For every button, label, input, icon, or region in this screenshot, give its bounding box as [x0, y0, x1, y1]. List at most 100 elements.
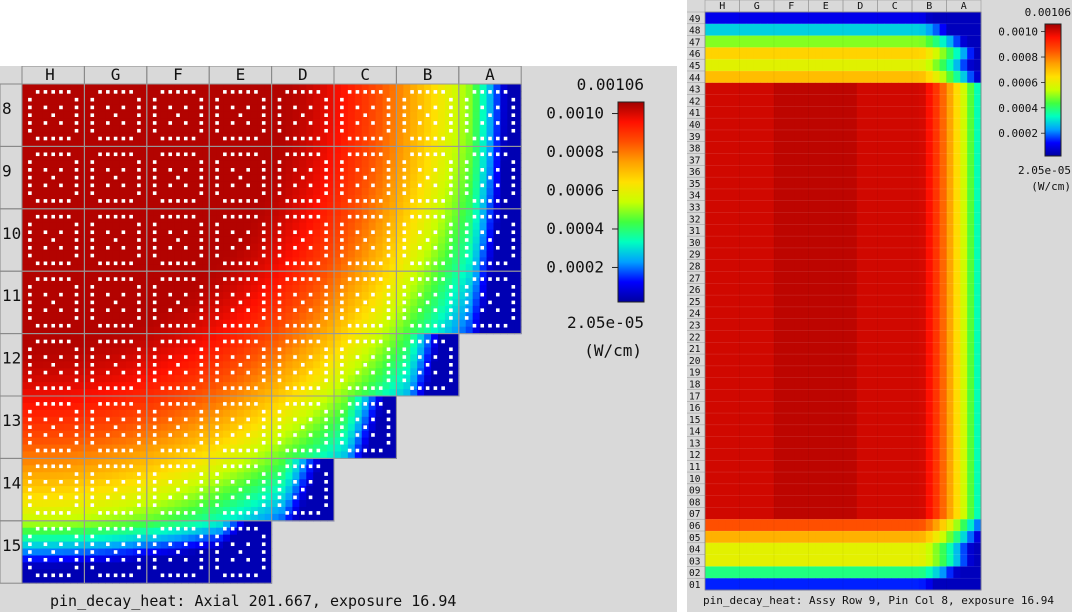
heat-cell — [243, 444, 252, 452]
pin-hole — [160, 90, 165, 94]
heat-cell — [486, 285, 494, 293]
pin-hole — [35, 90, 40, 94]
pin-hole — [152, 285, 157, 289]
heat-cell — [361, 437, 370, 446]
heat-cell — [146, 104, 155, 113]
heat-cell — [382, 181, 390, 189]
heat-cell — [327, 153, 335, 161]
heat-cell — [202, 333, 210, 342]
heat-cell — [493, 97, 501, 106]
heat-cell — [334, 188, 342, 196]
pin-hole — [74, 487, 79, 492]
pin-hole — [261, 105, 266, 110]
heat-cell — [126, 250, 134, 258]
pin-hole — [168, 214, 173, 219]
heat-cell — [444, 97, 453, 106]
heat-cell — [243, 347, 252, 355]
heat-cell — [105, 250, 113, 258]
heat-cell — [35, 118, 44, 127]
heat-cell — [327, 222, 335, 231]
pin-hole — [340, 113, 344, 117]
heat-cell — [216, 292, 224, 300]
heat-cell — [493, 132, 501, 140]
heat-cell — [119, 500, 127, 508]
heat-cell — [507, 90, 515, 99]
heat-cell — [146, 382, 155, 390]
heat-cell — [438, 222, 446, 231]
heat-cell — [340, 167, 349, 175]
heat-cell — [299, 181, 307, 189]
heat-cell — [77, 111, 85, 120]
heat-cell — [84, 319, 92, 328]
pin-hole — [98, 464, 102, 469]
heat-cell — [132, 423, 141, 432]
heat-cell — [250, 389, 259, 397]
pin-hole — [66, 152, 71, 157]
heat-cell — [63, 333, 72, 342]
heat-cell — [444, 250, 453, 258]
pin-hole — [74, 160, 79, 164]
heat-cell — [271, 229, 280, 238]
pin-hole — [199, 363, 204, 367]
heat-cell — [500, 298, 508, 307]
pin-hole — [495, 199, 500, 203]
heat-cell — [153, 465, 162, 473]
pin-hole — [90, 245, 95, 250]
heat-cell — [202, 104, 210, 113]
heat-cell — [327, 312, 335, 321]
heat-cell — [424, 104, 432, 113]
heat-cell — [22, 146, 30, 154]
heat-cell — [223, 375, 231, 383]
heat-cell — [139, 333, 148, 342]
heat-cell — [389, 361, 397, 369]
heat-cell — [479, 188, 488, 196]
heat-cell — [361, 104, 370, 113]
heat-cell — [250, 257, 259, 265]
heat-cell — [63, 194, 72, 203]
heat-cell — [458, 278, 467, 286]
heat-cell — [167, 312, 176, 321]
pin-hole — [90, 347, 95, 352]
heat-cell — [195, 243, 203, 251]
heat-cell — [167, 146, 176, 154]
heat-cell — [313, 382, 321, 390]
heat-cell — [264, 222, 273, 231]
heat-cell — [264, 402, 273, 411]
pin-hole — [66, 136, 71, 141]
heat-cell — [119, 215, 127, 224]
heat-cell — [49, 479, 58, 487]
heat-cell — [42, 298, 51, 307]
heat-cell — [84, 500, 92, 508]
heat-cell — [347, 229, 356, 238]
pin-hole — [90, 495, 95, 500]
heat-cell — [264, 409, 273, 418]
heat-cell — [49, 292, 58, 300]
heat-cell — [410, 257, 418, 265]
pin-hole — [347, 277, 352, 281]
heat-cell — [139, 479, 148, 487]
heat-cell — [139, 500, 148, 508]
heat-cell — [375, 236, 384, 244]
heat-cell — [299, 153, 307, 161]
pin-hole — [402, 378, 407, 383]
heat-cell — [188, 389, 196, 397]
heat-cell — [243, 340, 252, 348]
pin-hole — [74, 292, 79, 297]
heat-cell — [320, 243, 328, 251]
heat-cell — [361, 416, 370, 425]
pin-hole — [340, 440, 344, 445]
heat-cell — [188, 146, 196, 154]
heat-cell — [396, 347, 404, 355]
heat-cell — [264, 174, 273, 182]
heat-cell — [153, 174, 162, 182]
heat-cell — [354, 333, 363, 342]
heat-cell — [389, 437, 397, 446]
heat-cell — [299, 340, 307, 348]
pin-hole — [230, 448, 235, 453]
heat-cell — [35, 382, 44, 390]
heat-cell — [389, 229, 397, 238]
heat-cell — [49, 243, 58, 251]
heat-cell — [91, 472, 99, 480]
pin-hole — [66, 339, 71, 344]
